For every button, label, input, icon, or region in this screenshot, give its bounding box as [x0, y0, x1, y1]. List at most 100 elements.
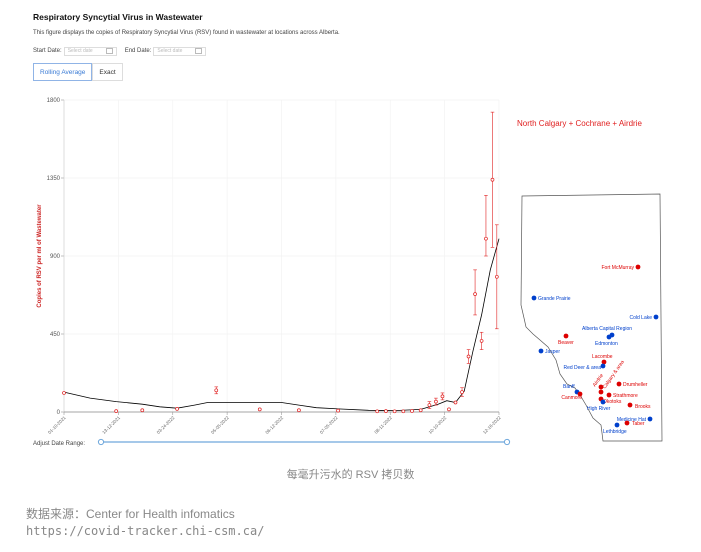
data-point[interactable] — [440, 394, 445, 399]
map-location-label: Lethbridge — [603, 429, 627, 435]
map-marker[interactable] — [531, 295, 537, 301]
map-location-label: Taber — [632, 421, 645, 427]
data-point[interactable] — [140, 408, 145, 413]
y-tick-label: 1350 — [47, 176, 61, 182]
x-tick-label: 10-10-2022 — [428, 415, 448, 435]
error-bars — [214, 111, 499, 409]
end-date-label: End Date: — [124, 48, 152, 54]
view-tabs: Rolling Average Exact — [33, 63, 123, 81]
x-tick-label: 12-16-2022 — [482, 415, 502, 435]
page-title: Respiratory Syncytial Virus in Wastewate… — [33, 12, 203, 22]
data-point[interactable] — [490, 177, 495, 182]
map-marker[interactable] — [614, 422, 620, 428]
map-location-label: Fort McMurray — [602, 265, 635, 271]
x-tick-label: 06-12-2022 — [264, 415, 284, 435]
data-point[interactable] — [479, 339, 484, 343]
data-source-url: https://covid-tracker.chi-csm.ca/ — [26, 524, 265, 538]
x-tick-label: 05-05-2022 — [210, 415, 230, 435]
x-tick-label: 03-24-2022 — [156, 415, 176, 435]
data-point[interactable] — [297, 408, 301, 413]
tab-exact[interactable]: Exact — [92, 63, 123, 81]
data-point[interactable] — [62, 391, 66, 395]
map-location-label: Grande Prairie — [538, 296, 571, 302]
map-marker[interactable] — [606, 392, 612, 398]
data-points — [62, 177, 499, 414]
map-marker[interactable] — [627, 402, 633, 408]
data-point[interactable] — [447, 407, 451, 412]
rolling-average-line — [63, 238, 500, 412]
data-point[interactable] — [214, 388, 219, 393]
data-source: 数据来源：Center for Health infomatics — [26, 507, 235, 521]
data-point[interactable] — [466, 354, 471, 359]
data-point[interactable] — [257, 407, 262, 412]
x-tick-label: 13-12-2021 — [101, 415, 121, 435]
y-tick-label: 900 — [50, 254, 61, 260]
map-marker[interactable] — [563, 333, 569, 339]
x-tick-label: 07-05-2022 — [319, 415, 339, 435]
map-marker[interactable] — [538, 348, 544, 354]
data-point[interactable] — [114, 409, 119, 413]
data-point[interactable] — [418, 408, 423, 413]
start-date-label: Start Date: — [33, 48, 62, 54]
map-location-label: Cold Lake — [629, 315, 652, 321]
data-point[interactable] — [427, 403, 432, 407]
data-point[interactable] — [453, 400, 458, 405]
map-location-label: Jasper — [545, 349, 560, 355]
tab-rolling-average[interactable]: Rolling Average — [33, 63, 93, 81]
data-point[interactable] — [410, 409, 414, 413]
map-marker[interactable] — [606, 334, 612, 340]
data-point[interactable] — [460, 390, 464, 394]
y-axis-label: Copies of RSV per ml of Wastewater — [37, 204, 43, 308]
map-marker[interactable] — [635, 264, 641, 270]
map-location-label: Strathmore — [613, 393, 638, 399]
map-location-label: Canmore — [561, 395, 582, 401]
start-date-placeholder: Select date — [67, 48, 93, 54]
map-marker[interactable] — [616, 381, 622, 387]
start-date-input[interactable]: Select date — [63, 46, 117, 56]
map-location-label: Medicine Hat — [617, 417, 647, 423]
series-label: North Calgary + Cochrane + Airdrie — [517, 119, 643, 128]
y-tick-label: 0 — [57, 410, 61, 416]
data-point[interactable] — [401, 409, 406, 414]
data-point[interactable] — [375, 409, 380, 414]
data-point[interactable] — [484, 236, 488, 241]
map-location-label: Brooks — [635, 404, 651, 410]
data-point[interactable] — [384, 409, 388, 413]
data-point[interactable] — [392, 409, 397, 414]
x-tick-label: 01-10-2021 — [47, 415, 67, 435]
data-point[interactable] — [336, 408, 340, 413]
map-marker[interactable] — [601, 359, 607, 365]
map-location-label: Edmonton — [595, 341, 618, 347]
map-marker[interactable] — [577, 391, 583, 397]
data-point[interactable] — [434, 399, 438, 404]
map-marker[interactable] — [624, 420, 630, 426]
y-axis: 0 450 900 1350 1800 — [47, 98, 65, 416]
map-marker[interactable] — [600, 363, 606, 369]
map-marker[interactable] — [600, 399, 606, 405]
data-point[interactable] — [175, 407, 179, 411]
rsv-chart: 0 450 900 1350 1800 01-10-2021 13-12-2021 03-2… — [33, 98, 663, 447]
map-marker[interactable] — [653, 314, 659, 320]
y-tick-label: 1800 — [47, 98, 61, 104]
map-location-label: High River — [587, 406, 611, 412]
date-range-label: Adjust Date Range: — [33, 441, 85, 447]
calendar-icon — [195, 48, 203, 54]
x-tick-label: 08-11-2022 — [373, 415, 393, 435]
calendar-icon — [105, 48, 113, 54]
end-date-input[interactable]: Select date — [153, 46, 207, 56]
map-location-label: Beaver — [558, 340, 574, 346]
date-filter-row: Start Date: Select date End Date: Select… — [33, 45, 214, 57]
map-marker[interactable] — [598, 389, 604, 395]
x-axis: 01-10-2021 13-12-2021 03-24-2022 05-05-2022… — [47, 411, 502, 435]
map-marker[interactable] — [647, 416, 653, 422]
figure-caption: 每毫升污水的 RSV 拷贝数 — [286, 469, 415, 481]
chart-grid — [63, 99, 500, 413]
map-marker[interactable] — [598, 384, 604, 390]
map-location-label: Alberta Capital Region — [582, 326, 632, 332]
range-handle-end[interactable] — [503, 438, 511, 446]
page-description: This figure displays the copies of Respi… — [33, 30, 340, 36]
end-date-placeholder: Select date — [157, 48, 183, 54]
data-point[interactable] — [473, 292, 477, 296]
data-point[interactable] — [494, 274, 499, 279]
range-handle-start[interactable] — [97, 438, 105, 446]
